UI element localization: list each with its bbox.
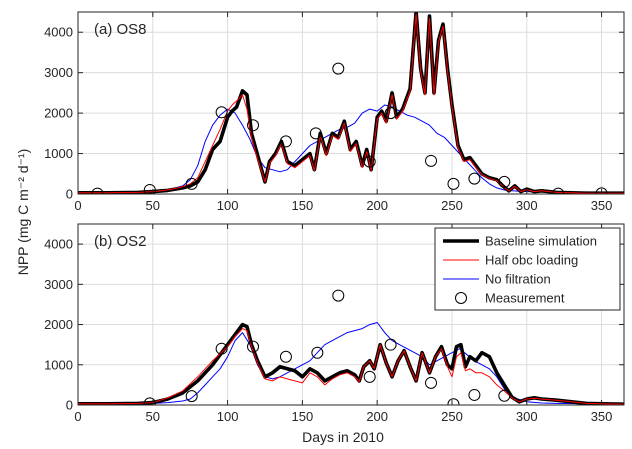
panel-os8: 0 50 100 150 200 250 300 350 0 1000 2000 3000 4000 (a… — [44, 11, 625, 213]
y-tick-label: 4000 — [44, 25, 73, 40]
axes-frame — [77, 223, 625, 406]
x-tick-label: 50 — [146, 198, 160, 213]
y-tick-label: 3000 — [44, 277, 73, 292]
measurement-marker — [247, 119, 260, 132]
measurement-marker — [143, 397, 156, 405]
legend: Baseline simulation Half obc loading No fi… — [434, 227, 621, 311]
measurement-marker — [363, 370, 376, 383]
x-tick-label: 100 — [217, 198, 239, 213]
x-tick-label: 50 — [146, 409, 160, 424]
plot-area — [78, 289, 624, 405]
measurement-marker — [143, 183, 156, 194]
x-tick-label: 100 — [217, 409, 239, 424]
y-tick-label: 4000 — [44, 237, 73, 252]
x-tick-label: 350 — [591, 198, 613, 213]
measurement-marker — [215, 342, 228, 355]
measurement-marker — [185, 390, 198, 403]
y-tick-label: 3000 — [44, 65, 73, 80]
legend-entry: Measurement — [485, 291, 565, 306]
legend-entry: Baseline simulation — [485, 234, 597, 249]
x-tick-label: 200 — [366, 409, 388, 424]
x-tick-label: 0 — [74, 409, 81, 424]
legend-entry: No filtration — [485, 272, 551, 287]
x-tick-label: 300 — [516, 198, 538, 213]
measurement-marker — [447, 398, 460, 405]
measurement-marker — [247, 340, 260, 353]
measurement-marker — [498, 175, 511, 188]
plot-area — [78, 12, 624, 194]
y-tick-label: 1000 — [44, 357, 73, 372]
axes-frame — [77, 11, 625, 195]
measurement-marker — [468, 172, 481, 185]
measurement-marker — [498, 389, 511, 402]
y-tick-label: 2000 — [44, 106, 73, 121]
legend-entry: Half obc loading — [485, 253, 578, 268]
x-tick-label: 0 — [74, 198, 81, 213]
series-line-baseline-simulation — [78, 12, 624, 194]
measurement-marker — [384, 107, 397, 120]
measurement-marker — [215, 106, 228, 119]
x-tick-label: 150 — [292, 409, 314, 424]
legend-swatch-measurement — [455, 292, 467, 304]
series-line-half-obc-loading — [78, 13, 624, 194]
x-tick-label: 250 — [441, 198, 463, 213]
panel-title: (b) OS2 — [94, 233, 147, 250]
y-tick-label: 1000 — [44, 146, 73, 161]
y-tick-label: 0 — [66, 398, 73, 413]
measurement-marker — [425, 376, 438, 389]
measurement-marker — [425, 154, 438, 167]
y-axis-label: NPP (mg C m⁻² d⁻¹) — [15, 149, 31, 276]
measurement-marker — [447, 177, 460, 190]
series-line-half-obc-loading — [78, 328, 624, 405]
measurement-marker — [332, 62, 345, 75]
measurement-marker — [384, 338, 397, 351]
x-tick-label: 350 — [591, 409, 613, 424]
series-line-no-filtration — [78, 322, 624, 405]
measurement-marker — [309, 127, 322, 140]
y-tick-label: 2000 — [44, 317, 73, 332]
x-tick-label: 250 — [441, 409, 463, 424]
measurement-marker — [279, 350, 292, 363]
measurement-marker — [468, 388, 481, 401]
x-tick-label: 300 — [516, 409, 538, 424]
x-tick-label: 150 — [292, 198, 314, 213]
measurement-marker — [595, 187, 608, 194]
x-axis-label: Days in 2010 — [302, 429, 384, 445]
measurement-marker — [279, 135, 292, 148]
measurement-marker — [363, 155, 376, 168]
y-tick-label: 0 — [66, 187, 73, 202]
panel-title: (a) OS8 — [94, 21, 147, 38]
panel-os2: 0 50 100 150 200 250 300 350 0 1000 2000 3000 4000 (b… — [44, 223, 625, 424]
measurement-marker — [332, 289, 345, 302]
measurement-marker — [311, 346, 324, 359]
x-tick-label: 200 — [366, 198, 388, 213]
measurement-marker — [185, 177, 198, 190]
